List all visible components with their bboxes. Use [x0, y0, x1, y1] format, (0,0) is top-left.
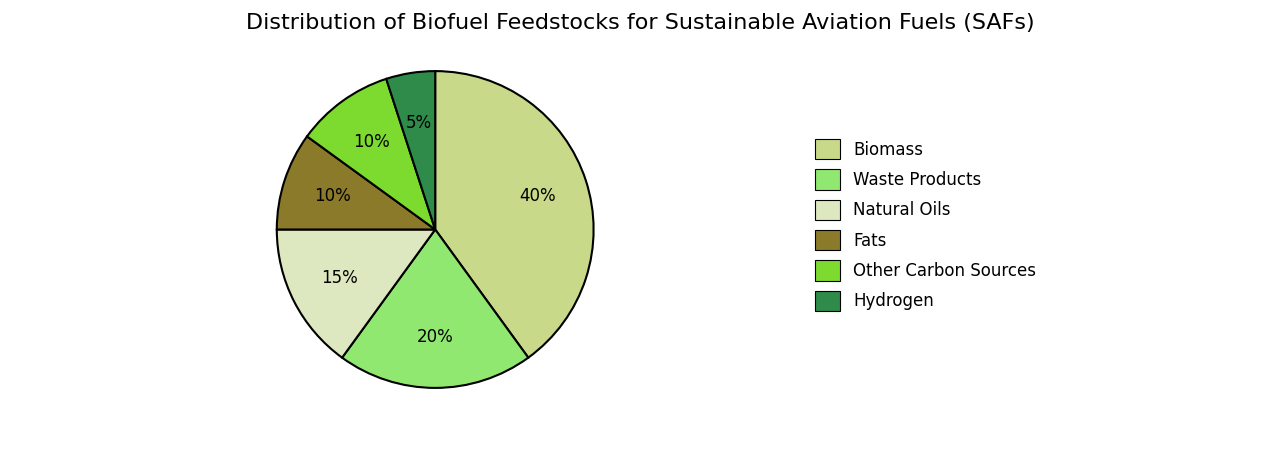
Text: 5%: 5%	[406, 114, 431, 132]
Text: 10%: 10%	[315, 187, 351, 205]
Text: 15%: 15%	[321, 270, 357, 288]
Text: 40%: 40%	[520, 187, 556, 205]
Text: Distribution of Biofuel Feedstocks for Sustainable Aviation Fuels (SAFs): Distribution of Biofuel Feedstocks for S…	[246, 14, 1034, 33]
Wedge shape	[276, 136, 435, 230]
Text: 20%: 20%	[417, 328, 453, 346]
Wedge shape	[387, 71, 435, 229]
Wedge shape	[435, 71, 594, 358]
Wedge shape	[276, 230, 435, 358]
Wedge shape	[342, 230, 529, 388]
Legend: Biomass, Waste Products, Natural Oils, Fats, Other Carbon Sources, Hydrogen: Biomass, Waste Products, Natural Oils, F…	[815, 139, 1036, 311]
Text: 10%: 10%	[353, 133, 390, 151]
Wedge shape	[307, 79, 435, 230]
